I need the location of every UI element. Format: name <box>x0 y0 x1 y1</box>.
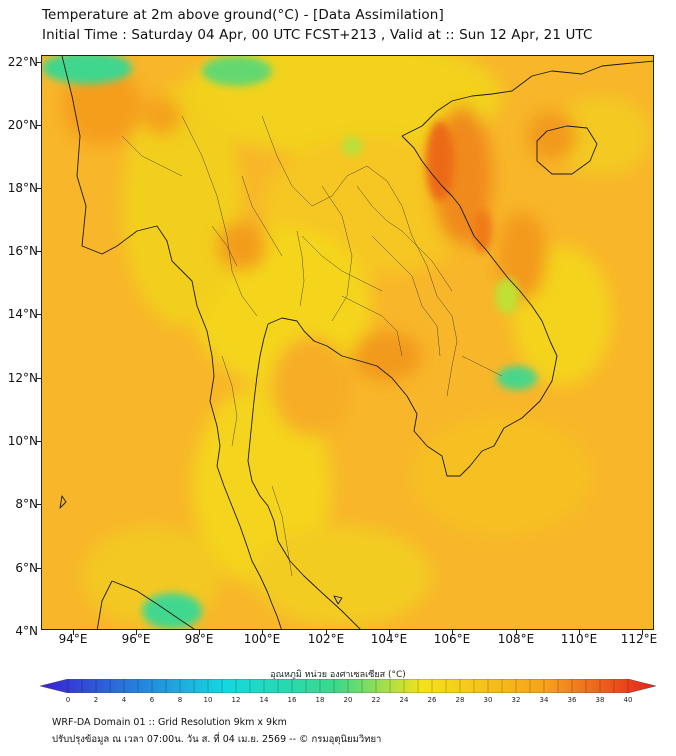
lat-tick <box>36 378 41 379</box>
lon-label-112e: 112°E <box>620 632 658 646</box>
temperature-field <box>42 56 653 629</box>
colorbar-tick-label: 14 <box>259 696 269 704</box>
lat-tick <box>36 125 41 126</box>
lat-label-10n: 10°N <box>7 434 38 448</box>
lat-label-20n: 20°N <box>7 118 38 132</box>
lat-label-6n: 6°N <box>15 561 38 575</box>
colorbar-tick-label: 38 <box>595 696 605 704</box>
colorbar-tick-label: 6 <box>149 696 155 704</box>
colorbar-tick-label: 12 <box>231 696 241 704</box>
colorbar-tick-label: 28 <box>455 696 465 704</box>
colorbar-tick-label: 4 <box>121 696 127 704</box>
lon-label-106e: 106°E <box>433 632 471 646</box>
footer-model-info: WRF-DA Domain 01 :: Grid Resolution 9km … <box>52 717 287 728</box>
lat-tick <box>36 251 41 252</box>
lon-label-102e: 102°E <box>307 632 345 646</box>
lon-tick <box>136 630 137 635</box>
colorbar-tick-label: 16 <box>287 696 297 704</box>
footer-update-info: ปรับปรุงข้อมูล ณ เวลา 07:00น. วัน ส. ที่… <box>52 734 382 745</box>
lat-tick <box>36 62 41 63</box>
lat-tick <box>36 188 41 189</box>
lat-tick <box>36 504 41 505</box>
lat-label-8n: 8°N <box>15 497 38 511</box>
lat-tick <box>36 568 41 569</box>
lon-label-94e: 94°E <box>58 632 88 646</box>
colorbar-tick-label: 8 <box>177 696 183 704</box>
map-subtitle: Initial Time : Saturday 04 Apr, 00 UTC F… <box>42 27 593 43</box>
admin-borders <box>121 115 503 577</box>
lon-tick <box>389 630 390 635</box>
lon-tick <box>199 630 200 635</box>
lat-tick <box>36 314 41 315</box>
colorbar-tick-label: 10 <box>203 696 213 704</box>
lon-tick <box>579 630 580 635</box>
lon-tick <box>452 630 453 635</box>
lon-tick <box>642 630 643 635</box>
colorbar-tick-label: 18 <box>315 696 325 704</box>
colorbar-tick-label: 2 <box>93 696 99 704</box>
colorbar-tick-label: 22 <box>371 696 381 704</box>
lon-label-98e: 98°E <box>184 632 214 646</box>
lon-tick <box>516 630 517 635</box>
lon-label-108e: 108°E <box>497 632 535 646</box>
colorbar-tick-label: 40 <box>623 696 633 704</box>
lat-label-14n: 14°N <box>7 307 38 321</box>
colorbar-tick-label: 0 <box>65 696 71 704</box>
lat-tick <box>36 441 41 442</box>
lat-label-12n: 12°N <box>7 371 38 385</box>
lat-label-22n: 22°N <box>7 55 38 69</box>
lon-tick <box>326 630 327 635</box>
coastlines <box>59 56 653 629</box>
lon-label-104e: 104°E <box>370 632 408 646</box>
colorbar-tick-label: 24 <box>399 696 409 704</box>
colorbar-tick-label: 30 <box>483 696 493 704</box>
colorbar-title: อุณหภูมิ หน่วย องศาเซลเซียส (°C) <box>270 670 406 680</box>
temperature-map <box>41 55 654 630</box>
colorbar-tick-label: 26 <box>427 696 437 704</box>
colorbar-tick-label: 20 <box>343 696 353 704</box>
lat-label-18n: 18°N <box>7 181 38 195</box>
colorbar-tick-label: 32 <box>511 696 521 704</box>
colorbar-tick-label: 34 <box>539 696 549 704</box>
lon-tick <box>73 630 74 635</box>
lon-label-110e: 110°E <box>560 632 598 646</box>
map-title: Temperature at 2m above ground(°C) - [Da… <box>42 7 444 23</box>
lon-label-96e: 96°E <box>121 632 151 646</box>
lat-label-16n: 16°N <box>7 244 38 258</box>
lon-tick <box>262 630 263 635</box>
lat-label-4n: 4°N <box>15 624 38 638</box>
lon-label-100e: 100°E <box>243 632 281 646</box>
colorbar-tick-label: 36 <box>567 696 577 704</box>
colorbar <box>40 679 656 693</box>
